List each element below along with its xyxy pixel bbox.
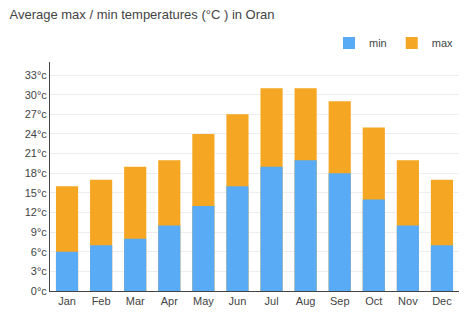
svg-text:Nov: Nov <box>398 295 418 307</box>
svg-text:Dec: Dec <box>432 295 452 307</box>
svg-text:Aug: Aug <box>296 295 316 307</box>
svg-text:Oct: Oct <box>365 295 382 307</box>
svg-text:9°c: 9°c <box>31 226 48 238</box>
svg-text:0°c: 0°c <box>31 285 48 297</box>
svg-text:18°c: 18°c <box>25 167 48 179</box>
svg-text:Average max / min temperatures: Average max / min temperatures (°C ) in … <box>9 7 274 22</box>
svg-text:3°c: 3°c <box>31 265 48 277</box>
svg-text:27°c: 27°c <box>25 108 48 120</box>
svg-text:Feb: Feb <box>92 295 111 307</box>
svg-text:Sep: Sep <box>330 295 350 307</box>
svg-text:15°c: 15°c <box>25 187 48 199</box>
svg-text:max: max <box>432 37 453 49</box>
svg-text:24°c: 24°c <box>25 128 48 140</box>
svg-text:21°c: 21°c <box>25 147 48 159</box>
svg-text:33°c: 33°c <box>25 69 48 81</box>
svg-text:Jun: Jun <box>229 295 247 307</box>
svg-text:6°c: 6°c <box>31 246 48 258</box>
svg-text:30°c: 30°c <box>25 89 48 101</box>
svg-text:Apr: Apr <box>161 295 178 307</box>
svg-text:Jan: Jan <box>58 295 76 307</box>
svg-text:Jul: Jul <box>265 295 279 307</box>
svg-text:Mar: Mar <box>126 295 145 307</box>
svg-text:May: May <box>193 295 214 307</box>
svg-text:min: min <box>369 37 387 49</box>
svg-text:12°c: 12°c <box>25 206 48 218</box>
